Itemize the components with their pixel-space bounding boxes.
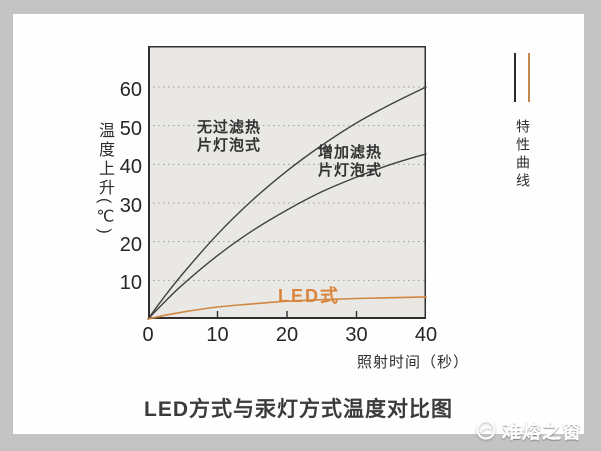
x-tick-label: 40 [414,324,438,346]
x-tick-label: 10 [206,324,229,346]
series-curve [147,86,427,320]
x-tick-label: 30 [345,324,368,346]
y-tick-label: 30 [119,195,142,217]
y-tick-label: 10 [119,272,142,295]
legend-line-samples [499,53,545,102]
legend-line-black-icon [514,53,516,102]
curve-label-line: 片灯泡式 [318,162,383,179]
x-tick-label: 0 [142,324,154,346]
y-axis-title: 温度上升(℃) [96,122,113,237]
watermark-logo-icon [476,420,496,440]
curve-label-line: 片灯泡式 [197,137,262,154]
figure-card: 温度上升(℃) 10 20 30 40 50 60 0 10 20 30 40 无过滤热 片灯泡式… [13,14,584,443]
curve-label-no-heat-filter-bulb: 无过滤热 片灯泡式 [197,119,261,155]
legend: 特性曲线 [499,53,545,199]
temperature-comparison-plot [147,46,427,320]
curve-label-heat-filter-bulb: 增加滤热 片灯泡式 [318,144,382,180]
curve-label-led: LED式 [278,286,340,306]
curve-label-line: 无过滤热 [197,119,262,136]
y-tick-label: 50 [119,117,142,140]
y-tick-label: 60 [119,79,142,101]
y-tick-label: 40 [119,156,142,179]
watermark-text: 难熔之窗 [501,421,582,443]
curve-label-line: 增加滤热 [318,144,383,161]
x-tick-label: 20 [275,324,299,346]
watermark: 难熔之窗 [475,416,582,444]
x-axis-title: 照射时间（秒） [356,354,469,371]
legend-title: 特性曲线 [515,119,531,191]
legend-line-orange-icon [528,53,530,102]
series-curve [147,296,427,320]
y-tick-label: 20 [119,233,142,256]
series-curve [147,153,427,320]
chart-title: LED方式与汞灯方式温度对比图 [144,398,453,421]
